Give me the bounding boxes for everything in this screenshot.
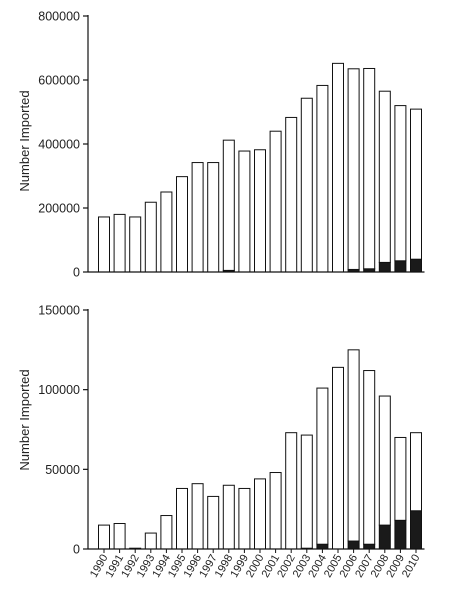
bar-segment-white	[176, 487, 188, 550]
bar-segment-dark	[410, 258, 422, 273]
bar-segment-dark	[394, 260, 407, 273]
y-tick-label: 800000	[38, 10, 80, 24]
bars	[98, 349, 422, 550]
y-tick-label: 600000	[38, 74, 80, 88]
bar-segment-white	[300, 434, 313, 549]
y-axis-label: Number Imported	[17, 369, 32, 470]
y-tick-label: 150000	[38, 304, 80, 318]
bar-segment-white	[269, 472, 282, 550]
bar-segment-white	[191, 162, 204, 273]
bar-segment-white	[207, 495, 220, 550]
bar-segment-white	[363, 370, 376, 545]
bar-segment-white	[347, 68, 360, 270]
bar-segment-white	[269, 130, 282, 273]
bar-segment-white	[254, 149, 266, 273]
y-tick-label: 0	[73, 543, 80, 557]
bar-segment-white	[207, 162, 220, 273]
y-tick-label: 0	[73, 266, 80, 280]
bar-segment-white	[129, 216, 142, 273]
bar-segment-white	[222, 484, 235, 550]
bar-segment-white	[378, 90, 391, 263]
bar-segment-dark	[316, 543, 329, 550]
bar-segment-white	[378, 395, 391, 526]
bar-segment-white	[410, 432, 422, 512]
bar-segment-white	[98, 524, 110, 550]
bar-segment-white	[222, 139, 235, 271]
bar-segment-dark	[378, 524, 391, 550]
bar-segment-white	[332, 366, 344, 550]
bar-segment-white	[394, 436, 407, 521]
bar-segment-white	[332, 62, 344, 273]
bar-segment-dark	[347, 540, 360, 550]
bar-segment-white	[113, 213, 126, 273]
bar-segment-white	[144, 532, 157, 550]
bar-segment-white	[410, 108, 422, 260]
imports-chart-top: Number Imported 0 200000 400000 600000 80000…	[17, 10, 425, 280]
bar-segment-white	[160, 515, 173, 550]
bar-segment-dark	[363, 543, 376, 550]
y-axis-label: Number Imported	[17, 90, 32, 191]
imports-chart-bottom: Number Imported 0 50000 100000 150000 19901…	[17, 304, 425, 580]
bar-segment-dark	[410, 510, 422, 550]
bar-segment-white	[316, 84, 329, 273]
y-tick-label: 100000	[38, 383, 80, 397]
bar-segment-white	[316, 387, 329, 545]
bar-segment-white	[98, 216, 110, 273]
y-tick-label: 400000	[38, 138, 80, 152]
bar-segment-white	[285, 432, 298, 550]
bar-segment-white	[347, 349, 360, 542]
x-axis-ticks: 1990199119921993199419951996199719981999…	[88, 549, 423, 580]
y-axis-ticks: 0 50000 100000 150000	[38, 304, 88, 557]
bar-segment-white	[238, 150, 251, 273]
y-tick-label: 50000	[45, 463, 80, 477]
bar-segment-white	[285, 116, 298, 273]
bar-segment-white	[300, 97, 313, 273]
bar-segment-dark	[394, 519, 407, 550]
bar-segment-white	[363, 67, 376, 270]
bar-segment-white	[176, 176, 188, 273]
bar-segment-white	[394, 105, 407, 262]
y-tick-label: 200000	[38, 202, 80, 216]
bar-segment-white	[254, 478, 266, 550]
bar-segment-white	[113, 523, 126, 550]
y-axis-ticks: 0 200000 400000 600000 800000	[38, 10, 88, 280]
bar-segment-dark	[378, 261, 391, 273]
bar-segment-white	[191, 483, 204, 550]
bar-segment-white	[160, 191, 173, 273]
bar-segment-white	[144, 201, 157, 273]
bars	[98, 62, 422, 273]
bar-segment-white	[238, 487, 251, 550]
